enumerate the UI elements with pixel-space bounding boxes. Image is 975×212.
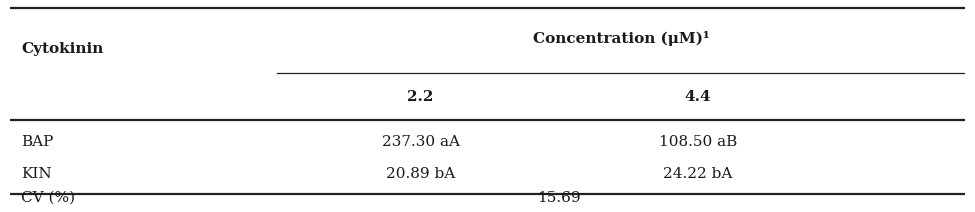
Text: 2.2: 2.2 <box>408 90 434 104</box>
Text: KIN: KIN <box>21 166 52 181</box>
Text: 20.89 bA: 20.89 bA <box>386 166 455 181</box>
Text: Concentration (μM)¹: Concentration (μM)¹ <box>533 31 710 46</box>
Text: 237.30 aA: 237.30 aA <box>381 135 459 149</box>
Text: 4.4: 4.4 <box>684 90 711 104</box>
Text: 24.22 bA: 24.22 bA <box>663 166 732 181</box>
Text: 15.69: 15.69 <box>537 191 581 205</box>
Text: CV (%): CV (%) <box>21 191 75 205</box>
Text: BAP: BAP <box>21 135 54 149</box>
Text: Cytokinin: Cytokinin <box>21 42 103 56</box>
Text: 108.50 aB: 108.50 aB <box>658 135 737 149</box>
